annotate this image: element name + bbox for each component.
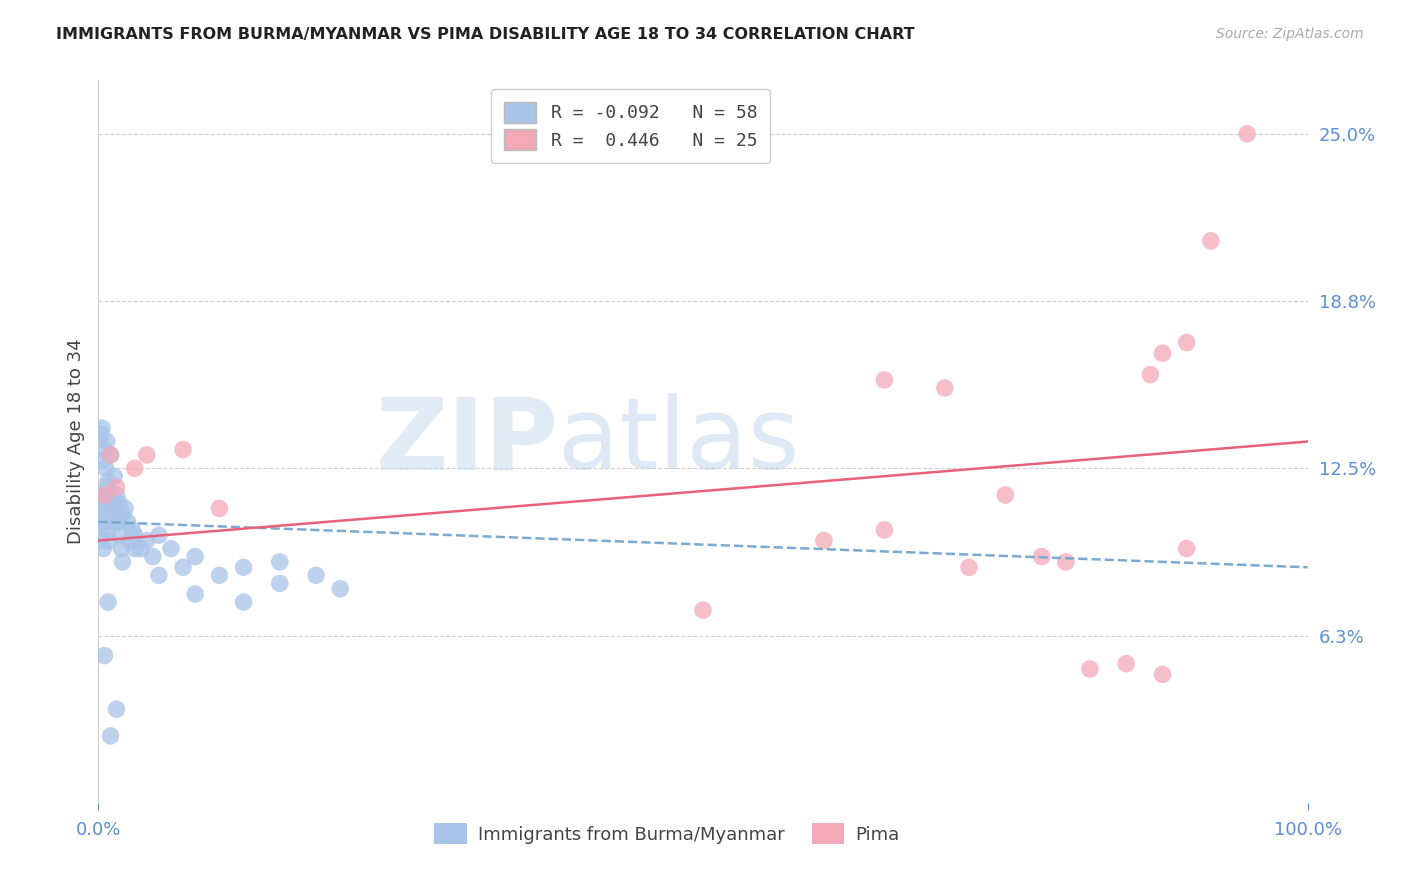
Point [98, 533, 121, 548]
Point [873, 523, 896, 537]
Point [1199, 234, 1222, 248]
Y-axis label: Disability Age 18 to 34: Disability Age 18 to 34 [66, 339, 84, 544]
Point [1078, 662, 1101, 676]
Point [108, 496, 131, 510]
Point [269, 555, 291, 569]
Point [107, 515, 129, 529]
Point [91, 421, 114, 435]
Point [100, 515, 122, 529]
Point [118, 533, 141, 548]
Text: ZIP: ZIP [375, 393, 558, 490]
Point [91, 496, 114, 510]
Point [93, 488, 115, 502]
Point [91, 515, 114, 529]
Point [94, 507, 117, 521]
Point [124, 528, 146, 542]
Point [1115, 657, 1137, 671]
Point [1054, 555, 1077, 569]
Point [108, 528, 131, 542]
Point [90, 426, 112, 441]
Text: atlas: atlas [558, 393, 800, 490]
Text: Source: ZipAtlas.com: Source: ZipAtlas.com [1216, 27, 1364, 41]
Point [148, 568, 170, 582]
Point [91, 453, 114, 467]
Point [172, 442, 194, 457]
Point [90, 488, 112, 502]
Point [813, 533, 835, 548]
Point [100, 729, 122, 743]
Point [208, 568, 231, 582]
Point [1236, 127, 1258, 141]
Point [124, 461, 146, 475]
Point [148, 528, 170, 542]
Point [111, 507, 134, 521]
Point [111, 555, 134, 569]
Point [124, 541, 146, 556]
Point [101, 501, 124, 516]
Point [93, 501, 115, 516]
Text: IMMIGRANTS FROM BURMA/MYANMAR VS PIMA DISABILITY AGE 18 TO 34 CORRELATION CHART: IMMIGRANTS FROM BURMA/MYANMAR VS PIMA DI… [56, 27, 915, 42]
Point [94, 461, 117, 475]
Point [232, 560, 254, 574]
Point [121, 523, 143, 537]
Point [89, 533, 111, 548]
Point [692, 603, 714, 617]
Point [110, 541, 132, 556]
Point [98, 488, 121, 502]
Point [104, 507, 127, 521]
Point [97, 475, 120, 489]
Point [97, 523, 120, 537]
Legend: Immigrants from Burma/Myanmar, Pima: Immigrants from Burma/Myanmar, Pima [427, 816, 907, 852]
Point [105, 480, 128, 494]
Point [269, 576, 291, 591]
Point [329, 582, 352, 596]
Point [91, 541, 114, 556]
Point [184, 587, 207, 601]
Point [142, 549, 165, 564]
Point [129, 541, 152, 556]
Point [100, 496, 122, 510]
Point [994, 488, 1017, 502]
Point [1152, 667, 1174, 681]
Point [172, 560, 194, 574]
Point [1175, 541, 1198, 556]
Point [96, 434, 118, 449]
Point [135, 533, 157, 548]
Point [184, 549, 207, 564]
Point [93, 648, 115, 663]
Point [100, 448, 122, 462]
Point [957, 560, 980, 574]
Point [105, 488, 128, 502]
Point [93, 442, 115, 457]
Point [873, 373, 896, 387]
Point [97, 595, 120, 609]
Point [135, 448, 157, 462]
Point [89, 523, 111, 537]
Point [934, 381, 956, 395]
Point [114, 501, 136, 516]
Point [105, 702, 128, 716]
Point [1031, 549, 1053, 564]
Point [1152, 346, 1174, 360]
Point [117, 515, 139, 529]
Point [1175, 335, 1198, 350]
Point [100, 448, 122, 462]
Point [232, 595, 254, 609]
Point [96, 480, 118, 494]
Point [1139, 368, 1161, 382]
Point [208, 501, 231, 516]
Point [103, 469, 125, 483]
Point [305, 568, 328, 582]
Point [160, 541, 183, 556]
